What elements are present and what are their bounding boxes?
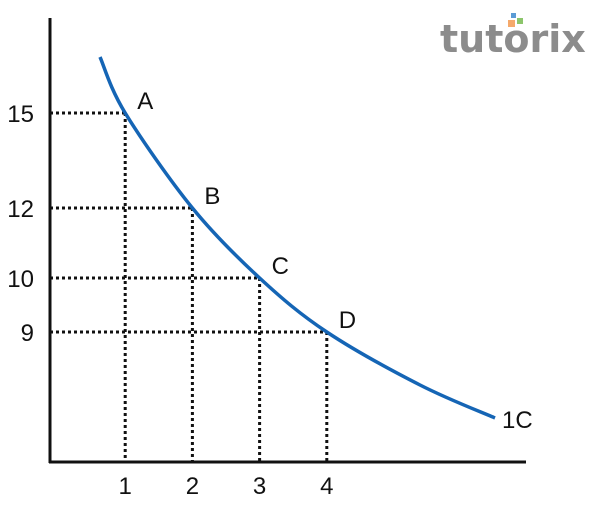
point-label-A: A	[137, 88, 153, 115]
x-tick-labels: 1 2 3 4	[119, 473, 334, 500]
y-tick-label: 15	[7, 101, 34, 128]
logo-dot-orange	[508, 20, 515, 27]
y-tick-label: 9	[21, 320, 34, 347]
point-label-B: B	[204, 183, 220, 210]
logo-dot-green	[517, 18, 523, 24]
point-labels: A B C D	[137, 88, 356, 334]
y-tick-labels: 15 12 10 9	[7, 101, 34, 347]
indifference-curve	[98, 56, 496, 420]
x-tick-label: 2	[186, 473, 199, 500]
x-tick-label: 3	[253, 473, 266, 500]
curve-label: 1C	[502, 407, 533, 434]
y-tick-label: 12	[7, 196, 34, 223]
guide-lines	[50, 111, 329, 462]
point-label-D: D	[339, 307, 356, 334]
x-tick-label: 4	[320, 473, 333, 500]
y-tick-label: 10	[7, 266, 34, 293]
logo-dot-blue	[511, 13, 516, 18]
point-label-C: C	[272, 253, 289, 280]
tutorix-logo: tutorix	[440, 13, 586, 61]
x-tick-label: 1	[119, 473, 132, 500]
